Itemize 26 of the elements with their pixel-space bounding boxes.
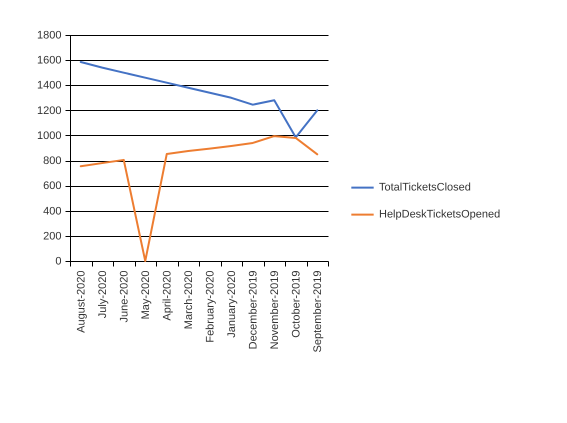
x-tick-label: August-2020 xyxy=(75,270,88,333)
y-tick-label: 600 xyxy=(43,180,62,192)
x-tick-label: January-2020 xyxy=(226,270,238,338)
y-tick-label: 1200 xyxy=(37,104,62,117)
x-tick-label: November-2019 xyxy=(268,270,281,350)
y-tick-label: 1600 xyxy=(37,54,62,67)
y-tick-label: 800 xyxy=(43,155,62,168)
y-tick-label: 1000 xyxy=(37,130,62,142)
x-tick-label: February-2020 xyxy=(204,270,216,343)
legend-label: TotalTicketsClosed xyxy=(379,182,471,194)
x-tick-label: December-2019 xyxy=(247,270,260,350)
x-tick-label: July-2020 xyxy=(96,270,109,318)
y-tick-label: 1400 xyxy=(37,80,62,92)
line-series xyxy=(80,60,318,138)
y-tick-label: 400 xyxy=(43,205,62,218)
x-tick-label: September-2019 xyxy=(312,270,324,352)
x-tick-label: May-2020 xyxy=(140,270,152,320)
x-tick-label: June-2020 xyxy=(118,270,130,322)
x-tick-label: April-2020 xyxy=(161,270,174,321)
x-tick-label: October-2019 xyxy=(290,270,302,338)
y-tick-label: 200 xyxy=(43,230,62,242)
legend-label: HelpDeskTicketsOpened xyxy=(379,208,500,221)
line-series xyxy=(80,135,318,262)
y-tick-label: 1800 xyxy=(37,30,62,42)
y-tick-label: 0 xyxy=(55,256,62,268)
x-tick-label: March-2020 xyxy=(182,270,195,330)
